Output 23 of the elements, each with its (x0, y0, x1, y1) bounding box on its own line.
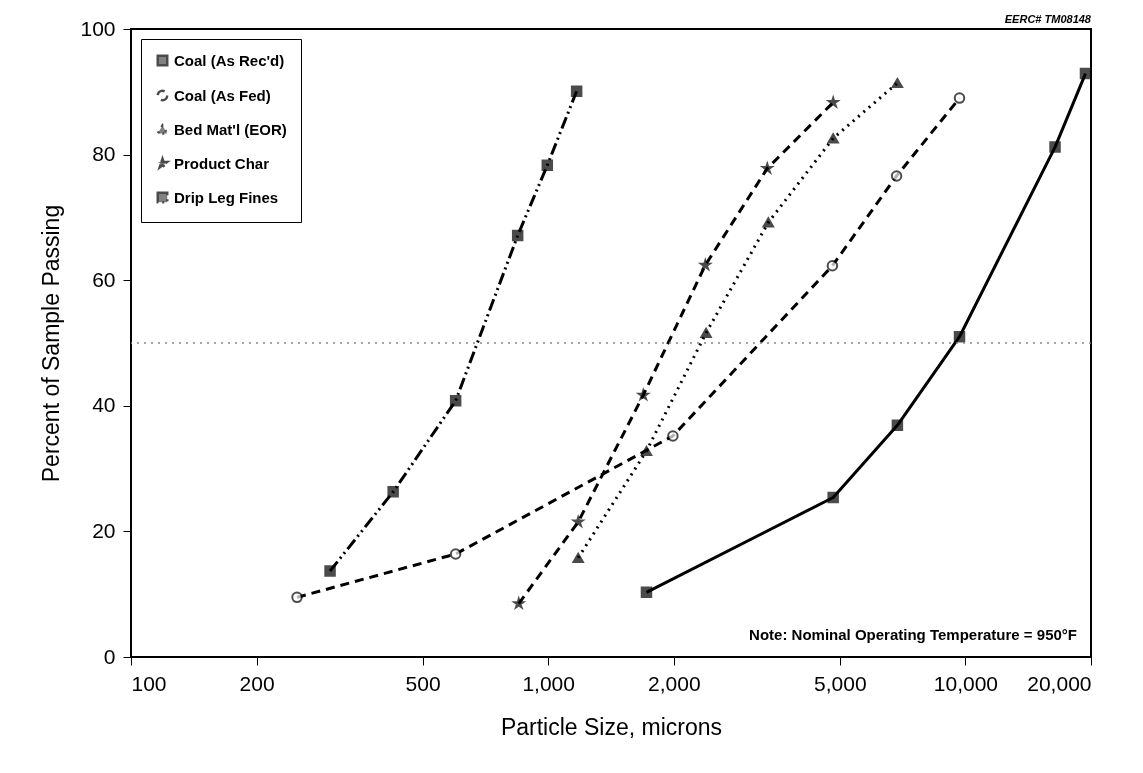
x-tick-label: 100 (131, 671, 167, 695)
legend-label: Coal (As Rec'd) (174, 51, 285, 69)
x-tick-label: 200 (239, 671, 275, 695)
x-axis-title: Particle Size, microns (500, 713, 723, 740)
y-axis-title: Percent of Sample Passing (38, 204, 65, 483)
y-tick-label: 100 (80, 16, 116, 40)
legend-label: Coal (As Fed) (174, 86, 271, 104)
y-tick-label: 60 (92, 267, 116, 291)
y-tick-label: 0 (103, 644, 116, 668)
x-tick-label: 5,000 (814, 671, 867, 695)
text: EERC# TM08148 (1004, 13, 1092, 25)
legend-label: Drip Leg Fines (174, 188, 279, 206)
x-tick-label: 10,000 (933, 671, 999, 695)
x-tick-label: 1,000 (522, 671, 575, 695)
x-tick-label: 2,000 (648, 671, 701, 695)
legend-label: Bed Mat'l (EOR) (174, 120, 287, 138)
legend-label: Product Char (174, 154, 270, 172)
y-tick-label: 40 (92, 393, 116, 417)
x-tick-label: 500 (405, 671, 441, 695)
y-tick-label: 80 (92, 142, 116, 166)
annotation: Note: Nominal Operating Temperature = 950°F (749, 626, 1077, 643)
y-tick-label: 20 (92, 518, 116, 542)
x-tick-label: 20,000 (1027, 671, 1092, 695)
